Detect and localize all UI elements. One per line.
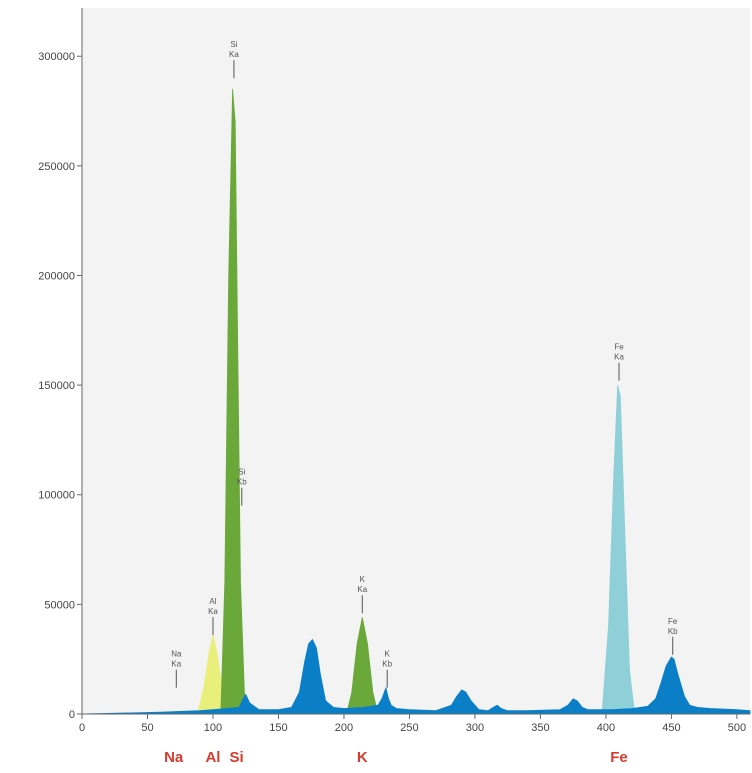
peak-label-k-kb-line: Kb [382, 660, 392, 669]
x-tick-label: 0 [79, 722, 85, 734]
peak-label-na-ka-line: Ka [171, 660, 181, 669]
y-tick-label: 50000 [44, 599, 75, 611]
y-axis-ticks: 0 50000 100000 150000 200000 250000 300000 [38, 51, 82, 721]
peak-label-k-ka-line: Ka [357, 585, 367, 594]
peak-label-fe-ka-line: Ka [614, 353, 624, 362]
peak-label-al-ka-line: Ka [208, 607, 218, 616]
peak-label-fe-ka-element: Fe [614, 343, 624, 352]
peak-label-si-ka-line: Ka [229, 50, 239, 59]
element-labels: Na Al Si K Fe [164, 749, 628, 766]
series-layer [81, 88, 751, 715]
x-axis-ticks: 0 50 100 150 200 250 300 350 400 450 500 [79, 714, 746, 734]
peak-label-fe-kb-line: Kb [668, 627, 678, 636]
plot-background [82, 8, 750, 714]
x-tick-label: 400 [597, 722, 615, 734]
element-label-k: K [357, 749, 368, 766]
x-tick-label: 250 [400, 722, 418, 734]
peak-label-si-kb-line: Kb [237, 478, 247, 487]
element-label-si: Si [229, 749, 243, 766]
x-tick-label: 300 [466, 722, 484, 734]
element-label-al: Al [205, 749, 220, 766]
y-tick-label: 100000 [38, 490, 75, 502]
peak-label-fe-kb-element: Fe [668, 617, 678, 626]
y-tick-label: 200000 [38, 270, 75, 282]
x-tick-label: 350 [531, 722, 549, 734]
peak-label-k-kb-element: K [385, 650, 391, 659]
peak-label-k-ka-element: K [360, 575, 366, 584]
x-tick-label: 150 [269, 722, 287, 734]
element-label-na: Na [164, 749, 184, 766]
peak-label-al-ka-element: Al [209, 597, 216, 606]
x-tick-label: 500 [728, 722, 746, 734]
element-label-fe: Fe [610, 749, 628, 766]
y-tick-label: 250000 [38, 161, 75, 173]
y-tick-label: 300000 [38, 51, 75, 63]
x-tick-label: 200 [335, 722, 353, 734]
y-tick-label: 150000 [38, 380, 75, 392]
x-tick-label: 100 [204, 722, 222, 734]
series-area-background-4 [81, 639, 751, 715]
x-tick-label: 450 [662, 722, 680, 734]
series-area-fe-3 [601, 384, 636, 715]
x-tick-label: 50 [141, 722, 153, 734]
peak-label-si-ka-element: Si [230, 40, 237, 49]
peak-label-si-kb-element: Si [238, 468, 245, 477]
peak-label-na-ka-element: Na [171, 650, 182, 659]
y-tick-label: 0 [69, 709, 75, 721]
